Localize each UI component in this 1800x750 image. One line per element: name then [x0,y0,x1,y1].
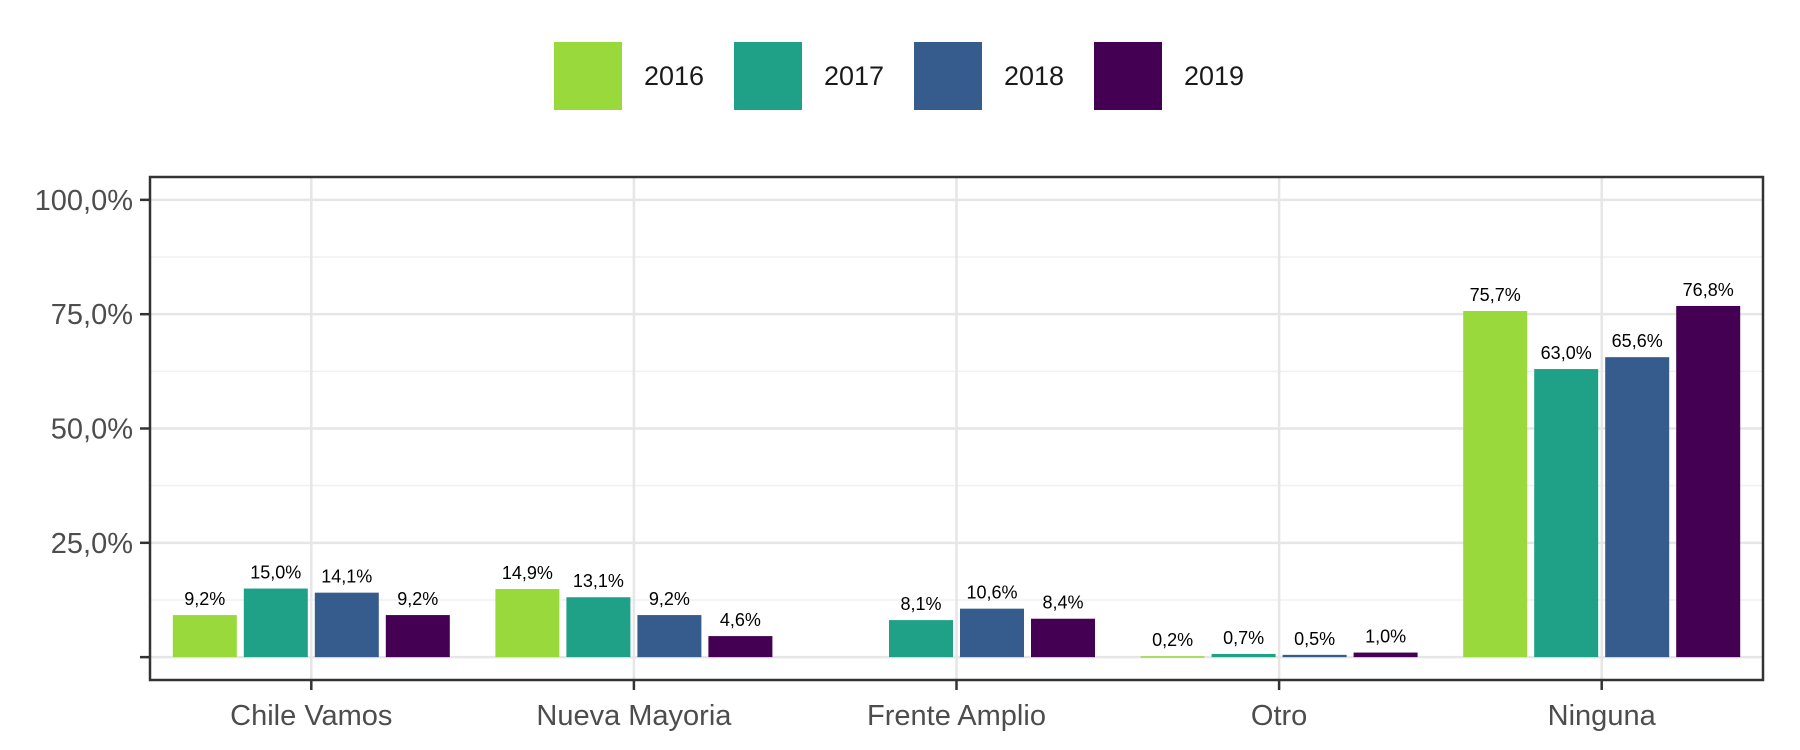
data-label: 1,0% [1365,627,1406,647]
data-label: 0,7% [1223,628,1264,648]
bar [1211,653,1276,658]
bar [1676,305,1741,658]
legend-item-2016: 2016 [554,42,706,110]
data-label: 63,0% [1541,343,1592,363]
bar [1463,310,1528,658]
legend-swatch [734,42,802,110]
data-label: 9,2% [397,589,438,609]
data-label: 10,6% [966,583,1017,603]
bar [1140,656,1205,658]
bar [1031,618,1095,658]
data-label: 13,1% [573,571,624,591]
legend-item-2018: 2018 [914,42,1066,110]
data-label: 0,2% [1152,630,1193,650]
legend-label: 2017 [824,60,885,91]
data-label: 15,0% [250,563,301,583]
legend-swatch [554,42,622,110]
data-label: 65,6% [1612,331,1663,351]
bar [243,588,308,658]
bar [1353,652,1418,658]
legend-item-2017: 2017 [734,42,886,110]
x-tick-label: Chile Vamos [230,700,392,732]
bar [889,620,953,658]
legend-label: 2016 [644,60,705,91]
bar [314,592,379,658]
legend: 2016 2017 2018 2019 [0,42,1800,110]
y-tick-label: 25,0% [51,528,133,560]
bar [385,615,450,658]
bar [566,597,631,658]
data-label: 4,6% [720,610,761,630]
x-tick-label: Nueva Mayoria [536,700,732,732]
legend-swatch [914,42,982,110]
x-tick-label: Frente Amplio [867,700,1046,732]
legend-item-2019: 2019 [1094,42,1246,110]
data-label: 8,4% [1042,593,1083,613]
bar [637,615,702,658]
y-tick-label: 100,0% [35,185,133,217]
y-tick-label: 50,0% [51,414,133,446]
bar [708,636,773,658]
data-label: 9,2% [649,589,690,609]
data-label: 14,9% [502,563,553,583]
y-tick-label: 75,0% [51,299,133,331]
legend-swatch [1094,42,1162,110]
data-label: 75,7% [1470,285,1521,305]
bar [960,608,1024,658]
bar [172,615,237,658]
bar [495,589,560,658]
bar [1534,369,1599,658]
x-tick-label: Otro [1251,700,1307,732]
data-label: 0,5% [1294,629,1335,649]
data-label: 76,8% [1683,280,1734,300]
data-label: 14,1% [321,567,372,587]
data-label: 8,1% [900,594,941,614]
legend-label: 2018 [1004,60,1065,91]
data-label: 9,2% [184,589,225,609]
bar [1282,654,1347,658]
legend-label: 2019 [1184,60,1245,91]
x-tick-label: Ninguna [1548,700,1657,732]
bar [1605,357,1670,658]
